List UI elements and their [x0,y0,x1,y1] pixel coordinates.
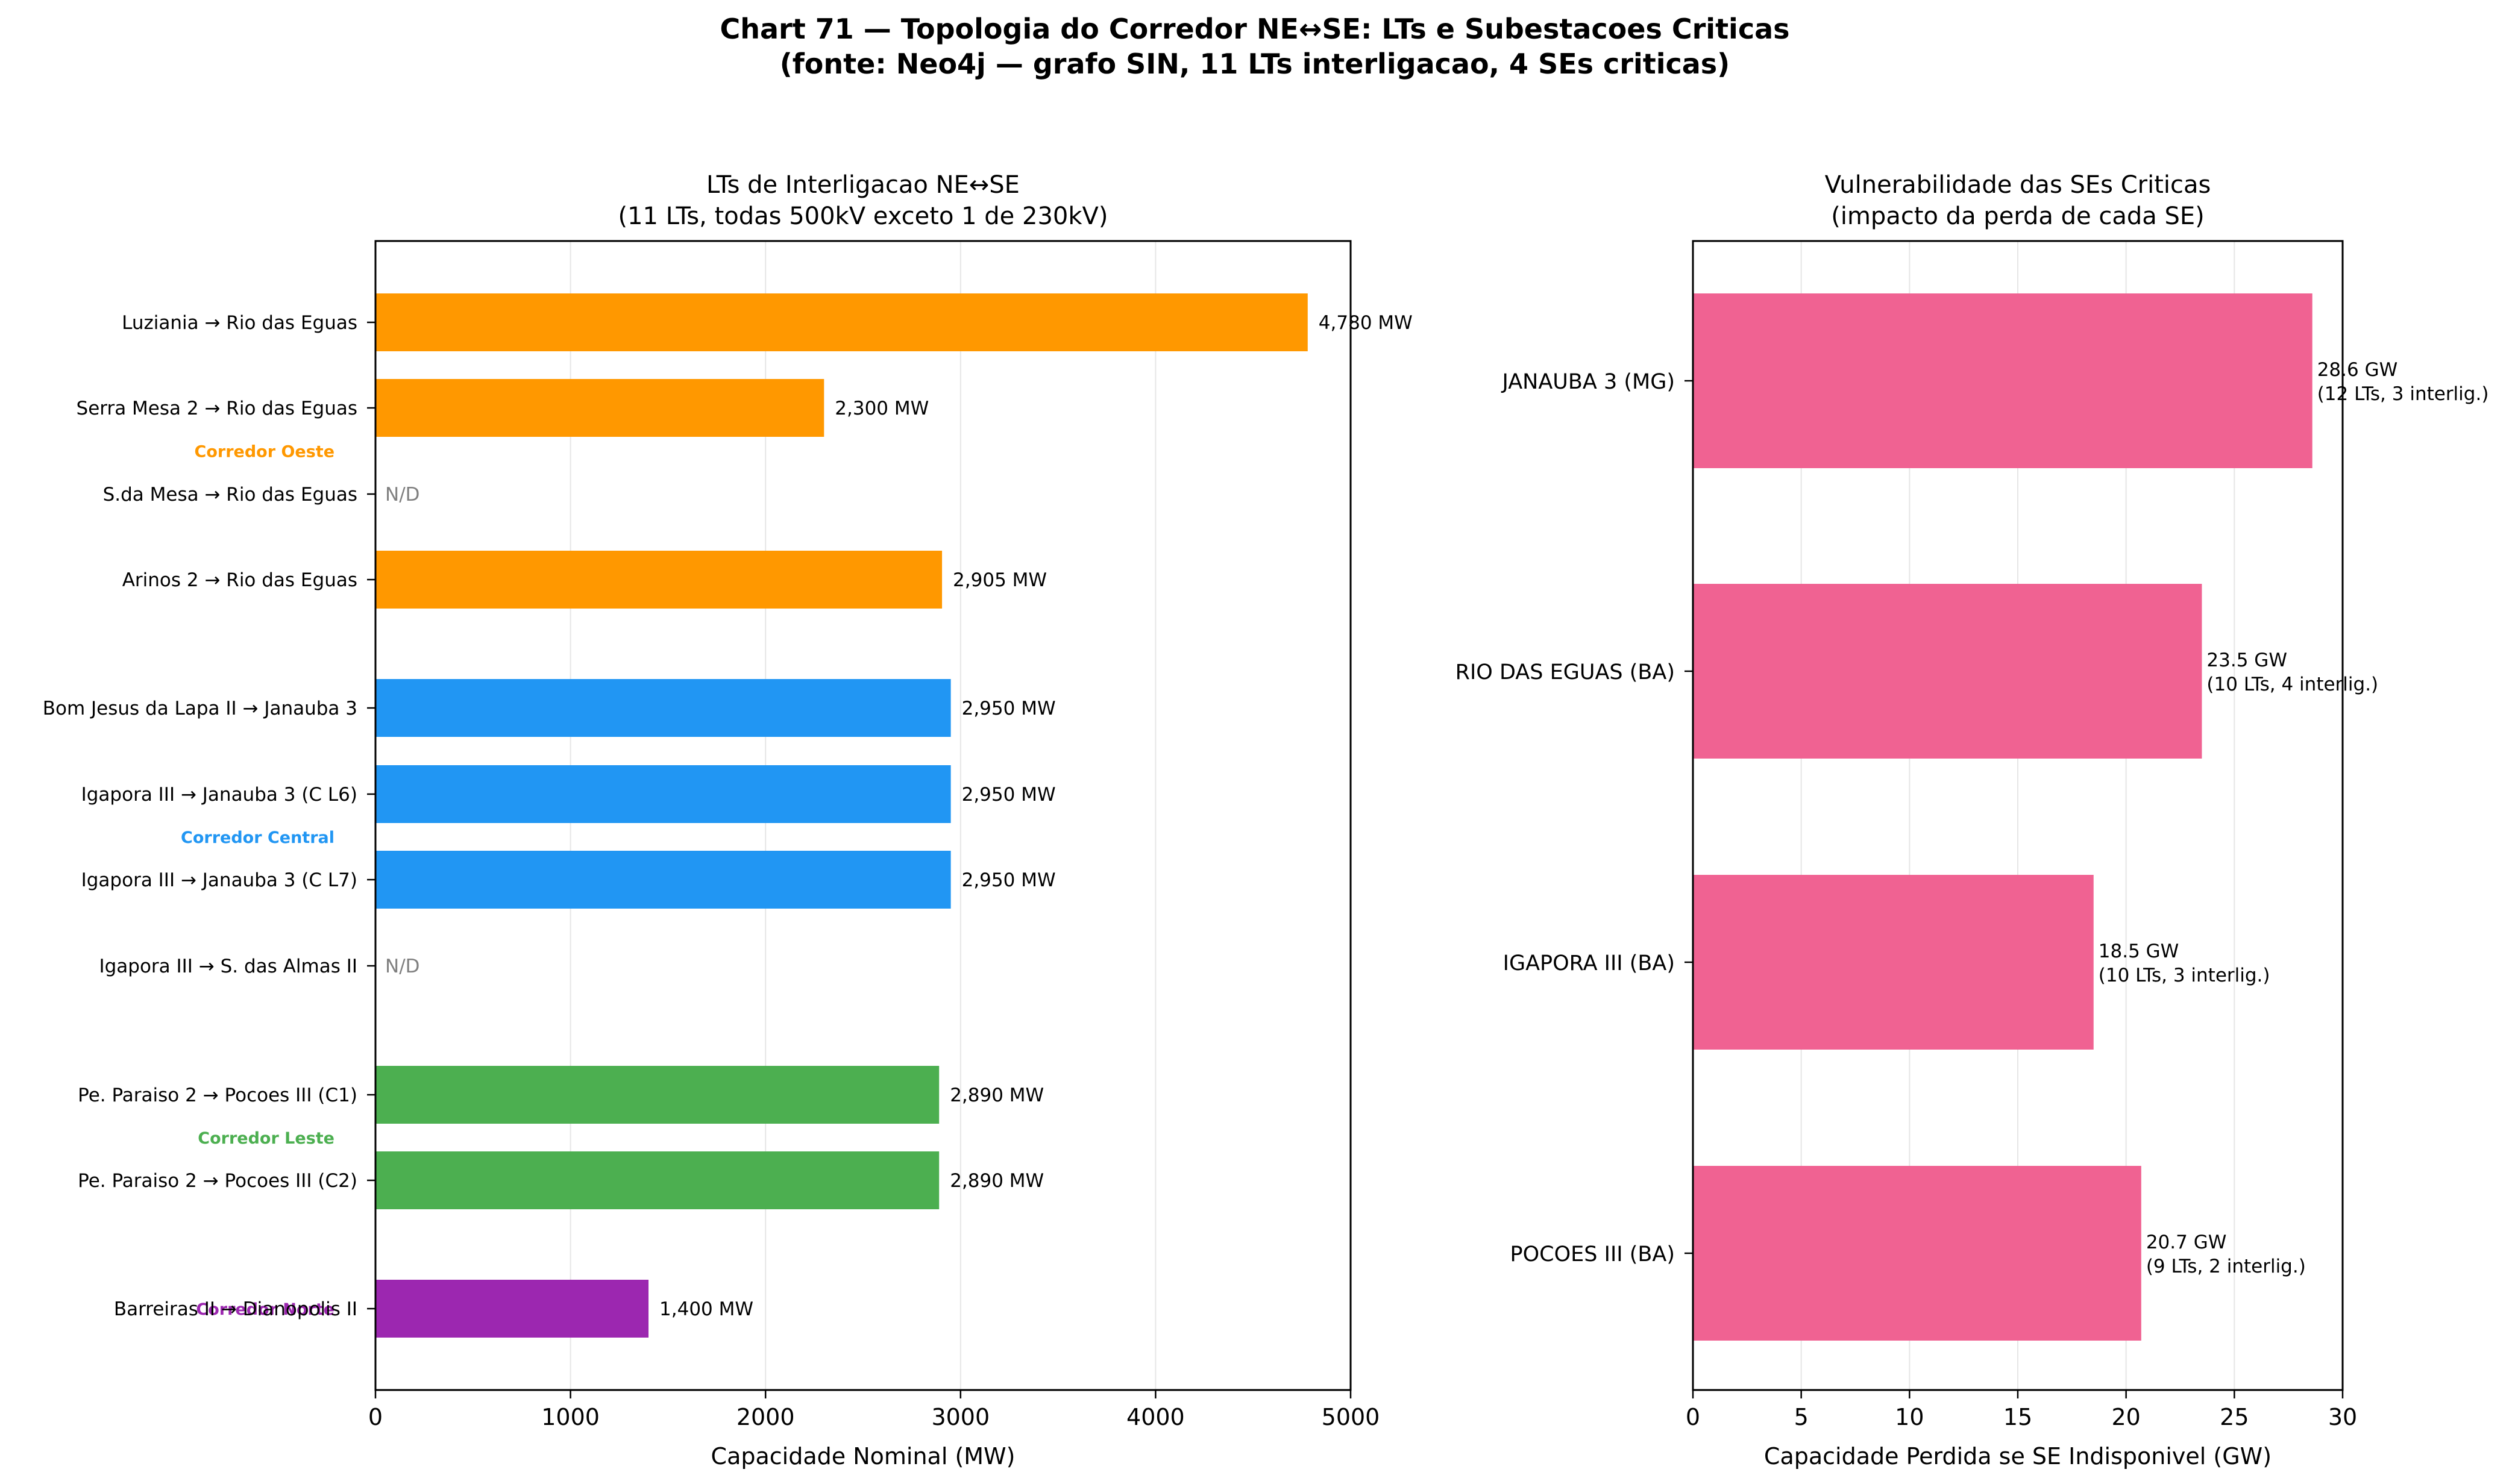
right-x-tick-label: 30 [2328,1404,2357,1430]
right-y-tick-label: POCOES III (BA) [1510,1242,1675,1266]
right-chart-title-line2: (impacto da perda de cada SE) [1831,202,2205,230]
right-bar-value-label: 23.5 GW [2206,650,2287,671]
left-bar [375,1151,940,1209]
right-chart-x-ticks: 0 5 10 15 20 25 30 JANAUBA 3 (MG) RIO DAS EGUAS … [1455,370,2358,1430]
right-chart-bars: 28.6 GW(12 LTs, 3 interlig.) 23.5 GW (10 L… [1693,293,2488,1341]
left-y-tick-label: Igapora III → Janauba 3 (C L7) [81,869,357,891]
right-bar-detail-label: (12 LTs, 3 interlig.) [2317,383,2489,405]
left-y-tick-label: Igapora III → Janauba 3 (C L6) [81,784,357,806]
right-x-tick-label: 5 [1794,1404,1809,1430]
right-y-tick-label: RIO DAS EGUAS (BA) [1455,660,1675,684]
right-bar-detail-label: (9 LTs, 2 interlig.) [2146,1256,2306,1277]
left-bar [375,679,951,737]
right-x-tick-label: 10 [1895,1404,1924,1430]
left-bar-value-label: 4,780 MW [1319,312,1413,334]
left-bar-value-label: 2,950 MW [962,784,1056,806]
left-x-tick-label: 1000 [541,1404,600,1430]
right-y-tick-label: JANAUBA 3 (MG) [1501,370,1675,394]
figure-title-line1: Chart 71 — Topologia do Corredor NE↔SE: … [720,13,1789,45]
figure-title-line2: (fonte: Neo4j — grafo SIN, 11 LTs interl… [780,48,1730,80]
right-bar-value-label: 28.6 GW [2317,359,2398,381]
right-y-tick-label: IGAPORA III (BA) [1503,951,1675,975]
left-bar-value-label: 2,890 MW [950,1085,1044,1106]
right-bar [1693,1166,2141,1341]
left-chart-title-line2: (11 LTs, todas 500kV exceto 1 de 230kV) [618,202,1108,230]
left-bar-value-label: 2,300 MW [835,398,929,419]
left-x-tick-label: 3000 [931,1404,990,1430]
left-y-tick-label: Pe. Paraiso 2 → Pocoes III (C2) [78,1170,357,1192]
corridor-label: Corredor Oeste [195,443,334,462]
left-bar [375,1066,940,1124]
right-chart-title-line1: Vulnerabilidade das SEs Criticas [1825,171,2211,199]
left-bar [375,379,824,437]
corridor-label: Corredor Norte [196,1300,334,1319]
right-x-tick-label: 25 [2220,1404,2249,1430]
left-y-tick-label: Luziania → Rio das Eguas [122,312,357,334]
left-chart-plot-frame [374,240,1352,1391]
corridor-label: Corredor Central [181,828,334,847]
left-chart-title-line1: LTs de Interligacao NE↔SE [706,171,1020,199]
left-bar [375,551,943,609]
left-bar-value-label: 2,950 MW [962,869,1056,891]
left-bar-value-label: 2,950 MW [962,698,1056,719]
left-bar-na-label: N/D [385,484,420,506]
left-y-tick-label: Barreiras II → Dianopolis II [114,1298,357,1320]
left-y-tick-label: Arinos 2 → Rio das Eguas [122,569,357,591]
left-bar [375,293,1308,351]
right-bar-value-label: 20.7 GW [2146,1232,2227,1253]
right-chart-x-axis-label: Capacidade Perdida se SE Indisponivel (G… [1764,1443,2272,1470]
left-bar [375,765,951,823]
left-x-tick-label: 4000 [1126,1404,1185,1430]
left-y-tick-label: Bom Jesus da Lapa II → Janauba 3 [43,698,357,719]
left-bar [375,851,951,909]
left-y-tick-label: Serra Mesa 2 → Rio das Eguas [77,398,357,419]
right-bar [1693,293,2312,468]
left-chart-group-labels: Corredor Oeste Corredor Central Corredor L… [181,443,334,1320]
left-y-tick-label: Igapora III → S. das Almas II [99,956,357,977]
left-x-tick-label: 5000 [1322,1404,1380,1430]
right-bar [1693,584,2202,759]
right-bar [1693,875,2094,1050]
right-x-tick-label: 15 [2003,1404,2032,1430]
right-x-tick-label: 0 [1686,1404,1700,1430]
right-bar-value-label: 18.5 GW [2099,941,2179,962]
right-bar-detail-label: (10 LTs, 4 interlig.) [2206,674,2378,695]
left-bar-value-label: 1,400 MW [659,1298,753,1320]
left-bar [375,1280,649,1338]
corridor-label: Corredor Leste [198,1129,334,1148]
right-bar-detail-label: (10 LTs, 3 interlig.) [2099,965,2270,986]
left-y-tick-label: S.da Mesa → Rio das Eguas [103,484,357,506]
left-bar-value-label: 2,905 MW [953,569,1047,591]
left-chart-bars: 4,780 MW 2,300 MW N/D 2,905 MW 2,950 MW 2,950… [375,293,1413,1338]
left-x-tick-label: 2000 [736,1404,795,1430]
right-x-tick-label: 20 [2111,1404,2140,1430]
left-x-tick-label: 0 [368,1404,383,1430]
left-y-tick-label: Pe. Paraiso 2 → Pocoes III (C1) [78,1085,357,1106]
left-bar-na-label: N/D [385,956,420,977]
left-chart-x-ticks: 0 1000 2000 3000 4000 5000 Luziania → Rio das … [43,312,1380,1430]
left-chart-x-axis-label: Capacidade Nominal (MW) [711,1443,1016,1470]
left-bar-value-label: 2,890 MW [950,1170,1044,1192]
